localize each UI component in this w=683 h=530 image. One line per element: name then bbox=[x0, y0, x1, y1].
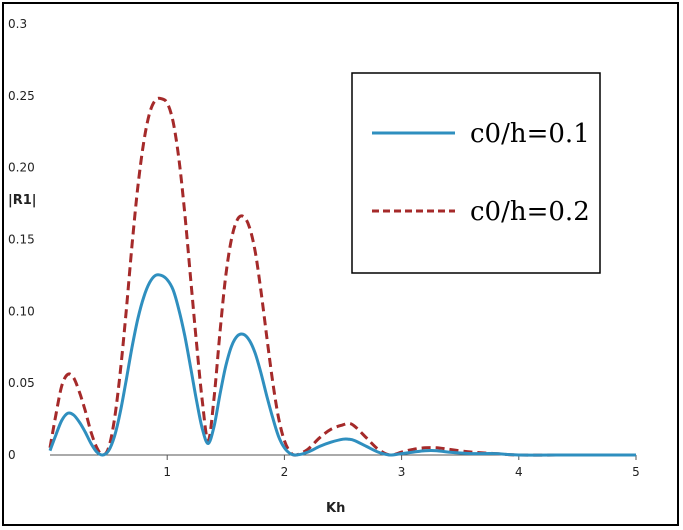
x-tick-label: 3 bbox=[398, 465, 406, 479]
legend-label-series-2: c0/h=0.2 bbox=[470, 197, 590, 227]
x-tick-label: 5 bbox=[632, 465, 640, 479]
x-tick-labels: 1 2 3 4 5 bbox=[163, 455, 640, 479]
x-tick-label: 4 bbox=[515, 465, 523, 479]
x-axis-label: Kh bbox=[326, 501, 345, 516]
y-tick-label: 0.3 bbox=[8, 17, 27, 31]
series-line-1 bbox=[48, 273, 636, 457]
x-tick-label: 1 bbox=[163, 465, 171, 479]
legend-box bbox=[351, 72, 601, 274]
series-lines bbox=[48, 96, 636, 457]
legend-label-series-1: c0/h=0.1 bbox=[470, 119, 590, 149]
y-axis-label: |R1| bbox=[8, 193, 37, 208]
y-tick-label: 0.15 bbox=[8, 233, 35, 247]
y-tick-labels: 0 0.05 0.10 0.15 0.20 0.25 0.3 bbox=[8, 17, 35, 462]
y-tick-label: 0.10 bbox=[8, 304, 35, 318]
y-tick-label: 0.05 bbox=[8, 376, 35, 390]
y-tick-label: 0 bbox=[8, 448, 16, 462]
y-tick-label: 0.25 bbox=[8, 89, 35, 103]
x-tick-label: 2 bbox=[281, 465, 289, 479]
chart-frame bbox=[2, 2, 679, 526]
y-tick-label: 0.20 bbox=[8, 161, 35, 175]
legend: c0/h=0.1 c0/h=0.2 bbox=[351, 72, 601, 274]
